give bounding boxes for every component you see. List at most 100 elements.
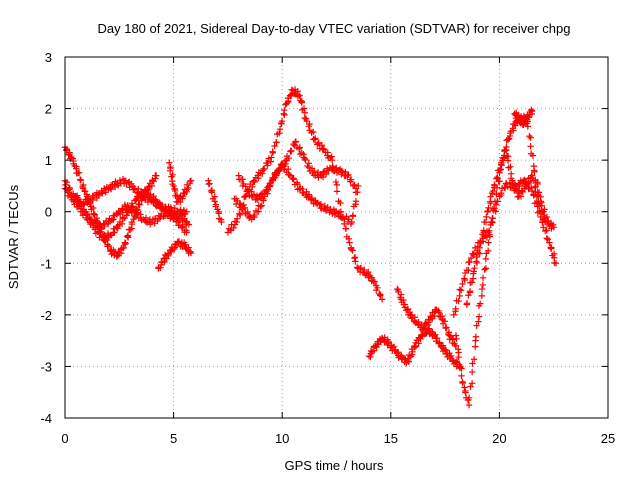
data-point <box>418 332 425 339</box>
data-point <box>468 368 476 376</box>
data-point <box>97 231 104 238</box>
series-track-n <box>450 176 560 319</box>
data-point <box>496 167 503 174</box>
data-point <box>455 297 462 305</box>
data-point <box>187 249 195 257</box>
data-point <box>476 244 484 252</box>
data-point <box>466 258 473 266</box>
data-point <box>215 208 222 215</box>
data-point <box>461 384 468 391</box>
data-point <box>165 252 172 259</box>
data-point <box>470 250 478 257</box>
data-point <box>212 201 220 208</box>
data-point <box>264 159 271 167</box>
data-point <box>540 224 547 231</box>
data-point <box>240 201 247 209</box>
data-point <box>135 200 142 208</box>
data-point <box>324 149 331 156</box>
data-point <box>406 308 413 316</box>
data-point <box>517 193 525 200</box>
data-point <box>244 208 251 216</box>
data-point <box>492 201 500 208</box>
data-point <box>334 210 342 217</box>
data-point <box>153 172 160 179</box>
data-point <box>447 352 455 360</box>
data-point <box>472 343 479 350</box>
data-point <box>292 138 300 145</box>
data-point <box>300 105 308 112</box>
data-point <box>315 140 322 147</box>
data-point <box>476 250 483 257</box>
data-point <box>442 347 450 354</box>
data-point <box>378 296 386 303</box>
data-point <box>321 202 329 210</box>
y-tick-label: 2 <box>45 102 52 117</box>
data-point <box>305 164 313 171</box>
data-point <box>310 128 317 136</box>
data-point <box>126 184 133 191</box>
data-point <box>178 212 185 219</box>
data-point <box>317 200 325 208</box>
data-point <box>543 235 551 242</box>
data-point <box>532 188 539 196</box>
data-point <box>332 178 340 186</box>
series-track-e <box>155 238 195 272</box>
grid <box>65 57 608 418</box>
data-point <box>258 202 265 209</box>
data-point <box>261 165 268 173</box>
data-point <box>123 212 130 219</box>
data-point <box>475 318 482 325</box>
data-point <box>472 333 480 340</box>
data-point <box>456 363 464 371</box>
data-point <box>483 233 491 241</box>
data-point <box>354 188 361 196</box>
data-point <box>65 189 73 196</box>
data-point <box>546 239 553 246</box>
data-point <box>357 264 365 272</box>
data-point <box>276 126 284 133</box>
data-point <box>70 157 77 165</box>
data-point <box>129 203 137 210</box>
data-point <box>453 335 460 342</box>
data-point <box>185 184 192 192</box>
data-point <box>251 213 258 221</box>
data-point <box>156 199 163 206</box>
data-point <box>261 190 269 197</box>
data-point <box>312 135 319 142</box>
data-point <box>294 91 302 98</box>
data-point <box>171 244 179 251</box>
data-point <box>111 229 118 236</box>
data-point <box>63 185 70 193</box>
data-point <box>452 305 459 313</box>
data-point <box>415 318 422 326</box>
y-tick-label: -4 <box>40 411 52 426</box>
data-point <box>298 99 305 106</box>
data-point <box>473 259 481 267</box>
data-point <box>482 265 490 272</box>
data-point <box>456 292 463 300</box>
data-point <box>481 266 488 273</box>
data-point <box>489 187 497 195</box>
data-point <box>296 144 304 151</box>
data-point <box>152 175 159 182</box>
data-point <box>273 139 280 146</box>
data-point <box>237 200 244 208</box>
x-tick-label: 5 <box>170 431 177 446</box>
series-track-i <box>231 138 360 223</box>
data-point <box>458 365 465 372</box>
data-point <box>524 123 531 130</box>
data-point <box>462 387 469 395</box>
data-point <box>124 232 132 239</box>
data-point <box>526 133 533 140</box>
data-point <box>66 150 73 158</box>
series-track-k <box>365 325 464 372</box>
data-point <box>77 177 85 184</box>
data-point <box>514 193 522 201</box>
data-point <box>301 109 309 116</box>
data-point <box>285 97 292 105</box>
x-tick-labels: 0 5 10 15 20 25 <box>61 431 615 446</box>
data-point <box>502 146 510 154</box>
data-point <box>347 176 355 183</box>
data-point <box>501 154 508 161</box>
